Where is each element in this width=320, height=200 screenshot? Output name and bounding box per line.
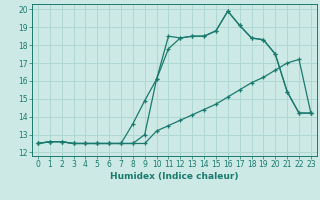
X-axis label: Humidex (Indice chaleur): Humidex (Indice chaleur) [110,172,239,181]
